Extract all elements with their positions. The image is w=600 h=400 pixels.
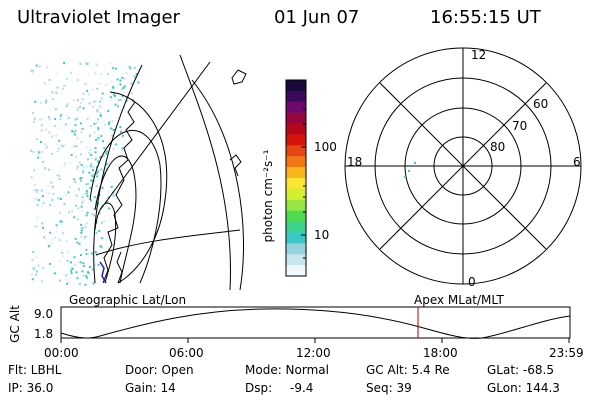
geographic-label: Geographic Lat/Lon bbox=[69, 293, 187, 307]
colorbar-segment bbox=[286, 265, 306, 277]
mlat-label-70: 70 bbox=[512, 119, 528, 133]
apex-label: Apex MLat/MLT bbox=[414, 293, 504, 307]
status-dsp-value: -9.4 bbox=[290, 381, 314, 395]
altitude-curve bbox=[60, 308, 571, 339]
colorbar-segment bbox=[286, 199, 306, 212]
altitude-ytick-1-8: 1.8 bbox=[34, 327, 54, 341]
status-gain: Gain: 14 bbox=[125, 381, 176, 395]
status-seq: Seq: 39 bbox=[366, 381, 412, 395]
status-dsp-label: Dsp: bbox=[245, 381, 273, 395]
colorbar-segment bbox=[286, 232, 306, 244]
status-ip: IP: 36.0 bbox=[8, 381, 54, 395]
mlt-label-6: 6 bbox=[573, 155, 581, 169]
colorbar-ticks bbox=[301, 97, 306, 259]
status-glon: GLon: 144.3 bbox=[487, 381, 560, 395]
altitude-xtick-1800: 18:00 bbox=[423, 346, 458, 360]
colorbar-segment bbox=[286, 134, 306, 146]
colorbar-segment bbox=[286, 178, 306, 190]
auroral-emission-pixels bbox=[30, 62, 140, 286]
colorbar-segment bbox=[286, 90, 306, 103]
status-mode: Mode: Normal bbox=[245, 363, 329, 377]
colorbar-frame bbox=[285, 79, 307, 277]
status-gc-alt: GC Alt: 5.4 Re bbox=[366, 363, 450, 377]
date-label: 01 Jun 07 bbox=[274, 7, 360, 28]
altitude-xtick-2359: 23:59 bbox=[549, 346, 584, 360]
colorbar-segment bbox=[286, 101, 306, 114]
colorbar-segment bbox=[286, 80, 306, 92]
colorbar-tick-10: 10 bbox=[314, 228, 330, 242]
status-filter: Flt: LBHL bbox=[8, 363, 62, 377]
longitude-lines bbox=[89, 54, 244, 291]
altitude-xtick-1200: 12:00 bbox=[296, 346, 331, 360]
colorbar-segment bbox=[286, 243, 306, 255]
instrument-title: Ultraviolet Imager bbox=[17, 7, 180, 28]
time-label: 16:55:15 UT bbox=[430, 7, 541, 28]
colorbar-segment bbox=[286, 221, 306, 234]
altitude-ylabel: GC Alt bbox=[8, 305, 22, 343]
colorbar-segment bbox=[286, 123, 306, 136]
mlt-label-0: 0 bbox=[468, 275, 476, 289]
polar-emission-pixels bbox=[404, 162, 416, 178]
colorbar-segment bbox=[286, 156, 306, 168]
colorbar-tick-100: 100 bbox=[314, 140, 337, 154]
altitude-xtick-0600: 06:00 bbox=[169, 346, 204, 360]
colorbar-segment bbox=[286, 167, 306, 179]
colorbar-segment bbox=[286, 188, 306, 201]
status-glat: GLat: -68.5 bbox=[487, 363, 554, 377]
coastline bbox=[102, 69, 247, 284]
footprint-trace bbox=[99, 261, 107, 284]
polar-diagonal-2 bbox=[379, 82, 547, 250]
altitude-xtick-0000: 00:00 bbox=[44, 346, 79, 360]
mlat-label-80: 80 bbox=[490, 140, 506, 154]
colorbar-segment bbox=[286, 254, 306, 266]
altitude-xticks bbox=[60, 338, 570, 343]
mlat-label-60: 60 bbox=[533, 97, 549, 111]
colorbar-segment bbox=[286, 112, 306, 125]
colorbar-gradient bbox=[286, 80, 306, 277]
mlt-label-18: 18 bbox=[347, 155, 363, 169]
mlt-label-12: 12 bbox=[471, 48, 487, 62]
altitude-ytick-9: 9.0 bbox=[34, 307, 54, 321]
status-door: Door: Open bbox=[125, 363, 194, 377]
colorbar-segment bbox=[286, 145, 306, 157]
colorbar-segment bbox=[286, 210, 306, 223]
altitude-frame bbox=[60, 306, 571, 339]
